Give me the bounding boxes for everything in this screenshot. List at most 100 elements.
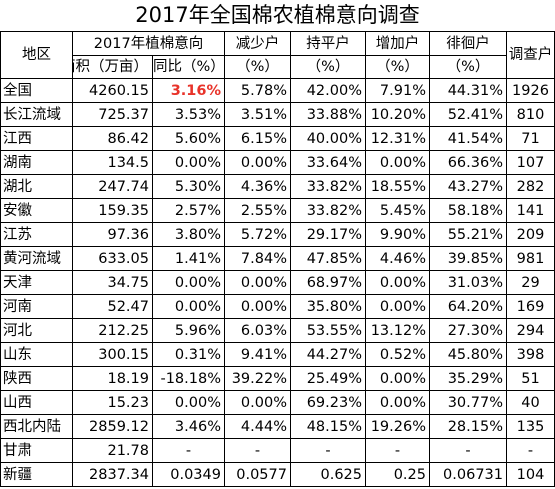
cell-area[interactable]: 21.78	[72, 438, 153, 463]
cell-keep[interactable]: 68.97%	[290, 270, 366, 295]
cell-region[interactable]: 江苏	[0, 222, 73, 247]
cell-increase[interactable]: 0.00%	[365, 270, 430, 295]
cell-hesitate[interactable]: 55.21%	[429, 222, 507, 247]
cell-keep[interactable]: 35.80%	[290, 294, 366, 319]
cell-yoy[interactable]: 5.96%	[152, 318, 225, 343]
cell-keep[interactable]: 29.17%	[290, 222, 366, 247]
cell-hesitate[interactable]: 41.54%	[429, 126, 507, 151]
cell-hesitate[interactable]: 43.27%	[429, 174, 507, 199]
cell-decrease[interactable]: 0.00%	[224, 150, 291, 175]
cell-decrease[interactable]: 2.55%	[224, 198, 291, 223]
cell-surveyed[interactable]: 294	[506, 318, 555, 343]
cell-increase[interactable]: 13.12%	[365, 318, 430, 343]
cell-yoy[interactable]: 0.31%	[152, 342, 225, 367]
cell-hesitate[interactable]: 31.03%	[429, 270, 507, 295]
cell-area[interactable]: 34.75	[72, 270, 153, 295]
cell-decrease[interactable]: 5.78%	[224, 78, 291, 103]
cell-area[interactable]: 97.36	[72, 222, 153, 247]
cell-increase[interactable]: 18.55%	[365, 174, 430, 199]
cell-area[interactable]: 18.19	[72, 366, 153, 391]
cell-region[interactable]: 山东	[0, 342, 73, 367]
cell-hesitate[interactable]: 58.18%	[429, 198, 507, 223]
cell-region[interactable]: 河南	[0, 294, 73, 319]
cell-surveyed[interactable]: 104	[506, 462, 555, 487]
cell-area[interactable]: 2837.34	[72, 462, 153, 487]
cell-increase[interactable]: 4.46%	[365, 246, 430, 271]
cell-area[interactable]: 247.74	[72, 174, 153, 199]
cell-yoy[interactable]: -	[152, 438, 225, 463]
cell-area[interactable]: 4260.15	[72, 78, 153, 103]
cell-increase[interactable]: -	[365, 438, 430, 463]
cell-increase[interactable]: 5.45%	[365, 198, 430, 223]
cell-region[interactable]: 新疆	[0, 462, 73, 487]
cell-increase[interactable]: 0.52%	[365, 342, 430, 367]
cell-surveyed[interactable]: -	[506, 438, 555, 463]
cell-yoy[interactable]: 3.16%	[152, 78, 225, 103]
header-yoy[interactable]: 同比（%）	[152, 55, 225, 79]
cell-region[interactable]: 河北	[0, 318, 73, 343]
cell-area[interactable]: 633.05	[72, 246, 153, 271]
header-increase[interactable]: 增加户	[365, 31, 430, 56]
cell-decrease[interactable]: 5.72%	[224, 222, 291, 247]
cell-surveyed[interactable]: 29	[506, 270, 555, 295]
header-area[interactable]: 面积（万亩）	[72, 55, 153, 79]
cell-increase[interactable]: 0.00%	[365, 150, 430, 175]
cell-keep[interactable]: -	[290, 438, 366, 463]
cell-keep[interactable]: 33.82%	[290, 174, 366, 199]
cell-yoy[interactable]: 0.00%	[152, 150, 225, 175]
cell-area[interactable]: 212.25	[72, 318, 153, 343]
cell-decrease[interactable]: -	[224, 438, 291, 463]
cell-keep[interactable]: 33.88%	[290, 102, 366, 127]
cell-area[interactable]: 159.35	[72, 198, 153, 223]
cell-surveyed[interactable]: 209	[506, 222, 555, 247]
cell-yoy[interactable]: 5.30%	[152, 174, 225, 199]
cell-region[interactable]: 全国	[0, 78, 73, 103]
cell-hesitate[interactable]: -	[429, 438, 507, 463]
cell-surveyed[interactable]: 51	[506, 366, 555, 391]
cell-region[interactable]: 湖北	[0, 174, 73, 199]
cell-keep[interactable]: 42.00%	[290, 78, 366, 103]
cell-yoy[interactable]: 5.60%	[152, 126, 225, 151]
cell-increase[interactable]: 0.00%	[365, 390, 430, 415]
cell-hesitate[interactable]: 44.31%	[429, 78, 507, 103]
cell-yoy[interactable]: 0.00%	[152, 294, 225, 319]
cell-increase[interactable]: 19.26%	[365, 414, 430, 439]
cell-yoy[interactable]: 0.0349	[152, 462, 225, 487]
cell-region[interactable]: 湖南	[0, 150, 73, 175]
header-keep[interactable]: 持平户	[290, 31, 366, 56]
cell-hesitate[interactable]: 0.06731	[429, 462, 507, 487]
cell-keep[interactable]: 25.49%	[290, 366, 366, 391]
cell-area[interactable]: 86.42	[72, 126, 153, 151]
cell-keep[interactable]: 69.23%	[290, 390, 366, 415]
cell-increase[interactable]: 0.00%	[365, 294, 430, 319]
cell-surveyed[interactable]: 282	[506, 174, 555, 199]
cell-increase[interactable]: 12.31%	[365, 126, 430, 151]
cell-yoy[interactable]: 0.00%	[152, 270, 225, 295]
cell-region[interactable]: 甘肃	[0, 438, 73, 463]
cell-hesitate[interactable]: 64.20%	[429, 294, 507, 319]
cell-area[interactable]: 2859.12	[72, 414, 153, 439]
header-surveyed[interactable]: 调查户	[506, 31, 555, 79]
cell-region[interactable]: 西北内陆	[0, 414, 73, 439]
cell-increase[interactable]: 0.25	[365, 462, 430, 487]
cell-surveyed[interactable]: 398	[506, 342, 555, 367]
cell-keep[interactable]: 44.27%	[290, 342, 366, 367]
cell-area[interactable]: 134.5	[72, 150, 153, 175]
cell-decrease[interactable]: 0.00%	[224, 390, 291, 415]
cell-area[interactable]: 300.15	[72, 342, 153, 367]
cell-yoy[interactable]: 3.46%	[152, 414, 225, 439]
cell-surveyed[interactable]: 135	[506, 414, 555, 439]
cell-hesitate[interactable]: 27.30%	[429, 318, 507, 343]
cell-keep[interactable]: 53.55%	[290, 318, 366, 343]
cell-increase[interactable]: 0.00%	[365, 366, 430, 391]
cell-increase[interactable]: 9.90%	[365, 222, 430, 247]
cell-hesitate[interactable]: 35.29%	[429, 366, 507, 391]
cell-decrease[interactable]: 6.03%	[224, 318, 291, 343]
cell-decrease[interactable]: 0.00%	[224, 270, 291, 295]
cell-region[interactable]: 山西	[0, 390, 73, 415]
cell-surveyed[interactable]: 169	[506, 294, 555, 319]
cell-area[interactable]: 15.23	[72, 390, 153, 415]
cell-yoy[interactable]: 3.80%	[152, 222, 225, 247]
cell-decrease[interactable]: 0.0577	[224, 462, 291, 487]
cell-hesitate[interactable]: 52.41%	[429, 102, 507, 127]
